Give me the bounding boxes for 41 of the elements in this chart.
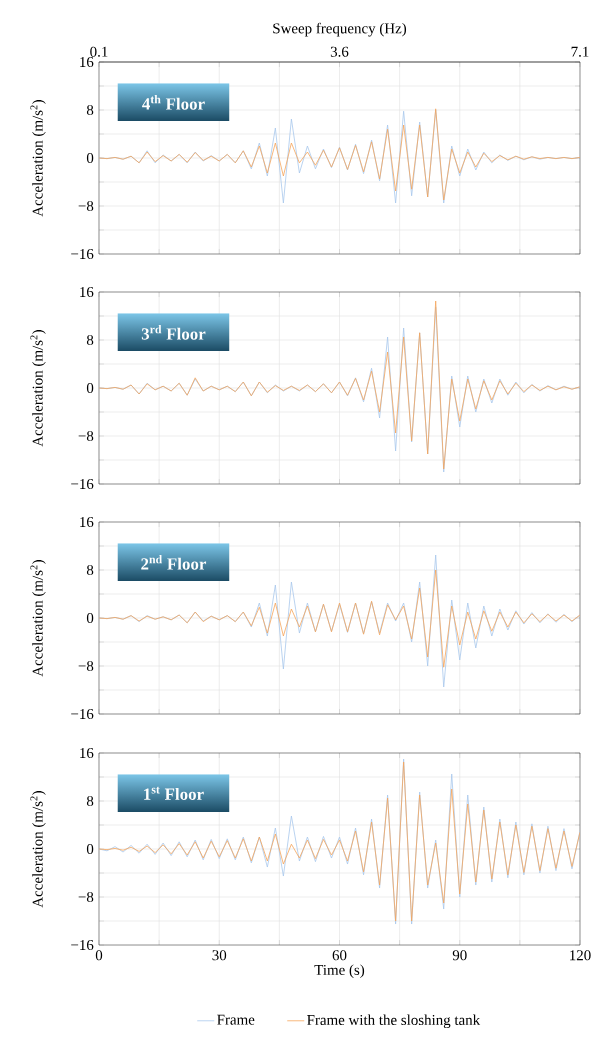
x-tick-label: 60: [332, 950, 347, 961]
x2-tick-label: 0.1: [90, 46, 108, 57]
y-tick-label: 8: [86, 795, 94, 807]
y-tick-label: 0: [86, 152, 94, 164]
y-tick-label: 16: [80, 517, 94, 528]
y-tick-label: −16: [71, 709, 94, 720]
y-tick-label: 0: [86, 612, 94, 624]
y-axis-title: Acceleration (m/s$^{2}$): [30, 560, 46, 677]
line-series: [99, 569, 580, 668]
text: 2$^{nd}$ Floor: [141, 555, 207, 570]
text: 1$^{st}$ Floor: [144, 786, 204, 800]
text: 3$^{rd}$ Floor: [141, 325, 206, 340]
y-tick-label: 0: [86, 382, 94, 394]
y-tick-label: −8: [78, 891, 94, 903]
y-tick-label: −16: [71, 940, 94, 951]
y-tick-label: 8: [86, 564, 94, 576]
y-tick-label: 16: [80, 287, 94, 298]
x-tick-label: 30: [212, 950, 227, 961]
x-tick-label: 90: [452, 950, 467, 961]
x2-axis-title: Sweep frequency (Hz): [273, 22, 407, 37]
x-axis-title: Time (s): [314, 964, 365, 978]
x2-tick-label: 3.6: [330, 46, 349, 57]
y-axis-title: Acceleration (m/s$^{2}$): [30, 330, 46, 447]
text: 4$^{th}$ Floor: [142, 95, 205, 110]
y-tick-label: 16: [80, 748, 94, 759]
y-tick-label: 8: [86, 334, 94, 346]
legend-label: Frame with the sloshing tank: [307, 1014, 481, 1029]
y-tick-label: −8: [78, 660, 94, 672]
y-tick-label: 16: [80, 57, 94, 68]
x-tick-label: 0: [95, 950, 103, 961]
x2-tick-label: 7.1: [571, 46, 589, 57]
legend-label: Frame: [217, 1014, 255, 1025]
y-tick-label: −8: [78, 430, 94, 442]
y-tick-label: 8: [86, 104, 94, 116]
x-tick-label: 120: [570, 950, 591, 961]
y-tick-label: −16: [71, 249, 94, 260]
y-axis-title: Acceleration (m/s$^{2}$): [30, 100, 46, 217]
y-axis-title: Acceleration (m/s$^{2}$): [30, 791, 46, 908]
y-tick-label: −8: [78, 200, 94, 212]
y-tick-label: 0: [86, 843, 94, 855]
y-tick-label: −16: [71, 479, 94, 490]
